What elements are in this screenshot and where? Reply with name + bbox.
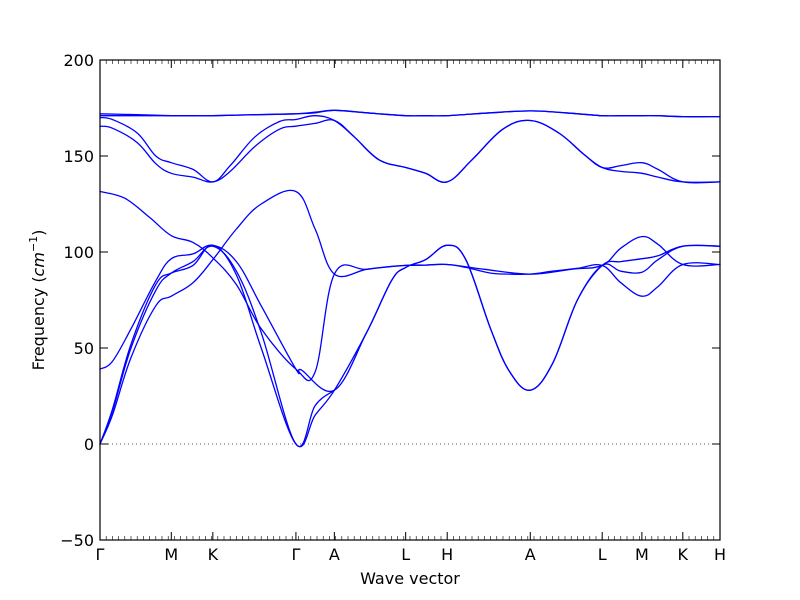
x-tick-label: Γ [291,545,300,564]
y-tick-label: 200 [63,51,94,70]
phonon-bands [99,109,721,448]
y-tick-label: 100 [63,243,94,262]
band-line-8 [99,189,721,445]
plot-frame [99,59,721,541]
x-tick-label: L [598,545,607,564]
y-tick-label: 0 [84,435,94,454]
x-tick-label: M [635,545,649,564]
band-line-7 [99,244,721,448]
x-tick-label: A [329,545,340,564]
x-tick-label: A [525,545,536,564]
band-line-2 [99,109,721,118]
x-tick-label: H [441,545,453,564]
x-tick-label: K [678,545,689,564]
x-tick-label: H [714,545,726,564]
x-tick-label: L [401,545,410,564]
band-line-4 [99,119,721,183]
x-tick-label: K [208,545,219,564]
y-tick-label: −50 [60,531,94,550]
y-axis-label: Frequency (cm−1) [27,230,48,371]
x-tick-label: M [164,545,178,564]
y-tick-labels: −50 0 50 100 150 200 [60,51,94,550]
x-axis-label: Wave vector [360,569,460,588]
y-ticks [100,59,720,541]
y-tick-label: 50 [74,339,94,358]
band-line-6 [99,244,721,393]
band-line-3 [99,115,721,184]
x-ticks [99,60,721,540]
band-line-9 [99,245,336,448]
band-line-5 [99,190,721,382]
y-tick-label: 150 [63,147,94,166]
x-tick-label: Γ [96,545,105,564]
minor-x-ticks [99,60,721,540]
